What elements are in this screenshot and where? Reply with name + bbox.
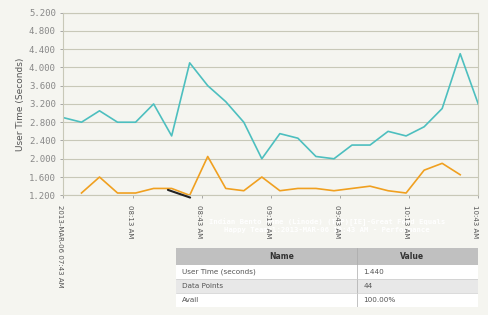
Text: Indian Bento Home (Linode) (TxP)[IE]-Great Food Equals
Happy Teamsl:2013-MAR-06 : Indian Bento Home (Linode) (TxP)[IE]-Gre… (209, 218, 445, 233)
Text: 09:13 AM: 09:13 AM (265, 205, 271, 238)
Text: 1.440: 1.440 (363, 269, 384, 275)
FancyBboxPatch shape (176, 265, 478, 279)
Text: 2013-MAR-06 07:43 AM: 2013-MAR-06 07:43 AM (58, 205, 63, 287)
Text: 44: 44 (363, 283, 372, 289)
Text: User Time (seconds): User Time (seconds) (182, 268, 256, 275)
Text: 10:43 AM: 10:43 AM (472, 205, 478, 238)
FancyBboxPatch shape (176, 293, 478, 307)
Text: 10:13 AM: 10:13 AM (403, 205, 409, 238)
Text: Data Points: Data Points (182, 283, 223, 289)
Text: Value: Value (400, 252, 424, 261)
Text: 08:43 AM: 08:43 AM (196, 205, 202, 238)
Text: 09:43 AM: 09:43 AM (334, 205, 340, 238)
Y-axis label: User Time (Seconds): User Time (Seconds) (16, 57, 25, 151)
Text: 08:13 AM: 08:13 AM (126, 205, 133, 238)
Text: Name: Name (269, 252, 294, 261)
Text: Avail: Avail (182, 297, 199, 303)
FancyBboxPatch shape (176, 279, 478, 293)
FancyBboxPatch shape (176, 248, 478, 265)
Text: 100.00%: 100.00% (363, 297, 395, 303)
